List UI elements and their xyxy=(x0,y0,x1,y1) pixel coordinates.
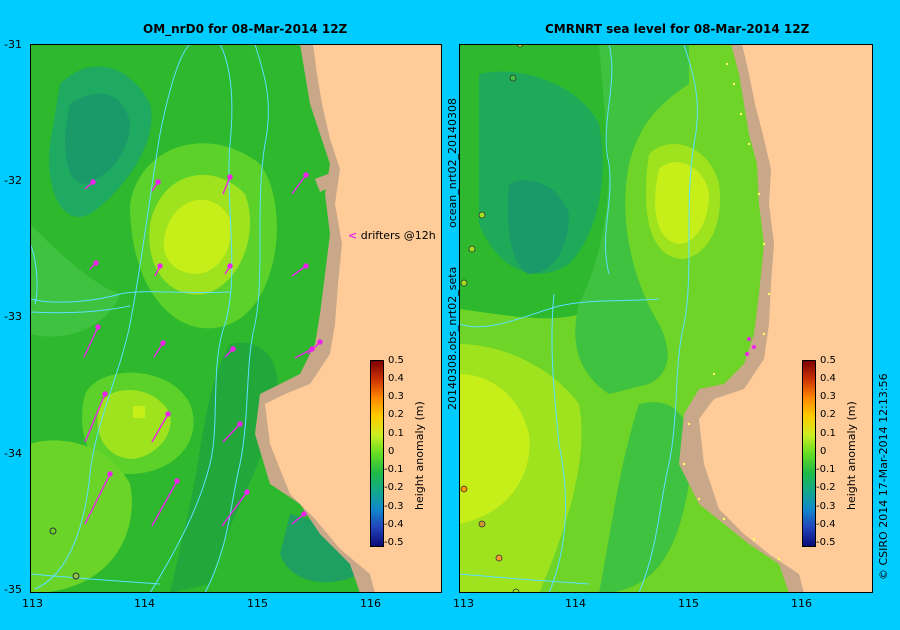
side-text-2: 20140308.obs_nrt02_seta xyxy=(446,266,459,410)
right-cb-tick: -0.3 xyxy=(816,501,836,512)
right-cb-tick: -0.2 xyxy=(816,482,836,493)
lat-tick-33: -33 xyxy=(4,310,22,323)
lat-tick-31: -31 xyxy=(4,38,22,51)
left-cb-tick: 0.5 xyxy=(388,355,404,366)
left-cb-tick: -0.2 xyxy=(384,482,404,493)
right-cb-tick: -0.4 xyxy=(816,519,836,530)
left-colorbar xyxy=(370,360,384,547)
right-colorbar xyxy=(802,360,816,547)
right-panel-title: CMRNRT sea level for 08-Mar-2014 12Z xyxy=(545,22,810,36)
right-lon-tick-113: 113 xyxy=(453,597,474,610)
right-lon-tick-115: 115 xyxy=(678,597,699,610)
credit-text: © CSIRO 2014 17-Mar-2014 12:13:56 xyxy=(877,373,890,580)
left-cb-tick: 0.4 xyxy=(388,373,404,384)
right-cb-tick: 0.1 xyxy=(820,428,836,439)
left-cb-tick: 0.3 xyxy=(388,391,404,402)
right-cb-tick: 0.4 xyxy=(820,373,836,384)
side-text-1: ocean_nrt02_20140308 xyxy=(446,97,459,228)
left-cb-tick: -0.1 xyxy=(384,464,404,475)
left-lon-tick-114: 114 xyxy=(134,597,155,610)
right-cb-tick: 0 xyxy=(820,446,827,457)
left-cb-tick: 0.2 xyxy=(388,409,404,420)
left-cb-tick: 0 xyxy=(388,446,395,457)
right-colorbar-label: height anomaly (m) xyxy=(845,401,858,510)
lat-tick-32: -32 xyxy=(4,174,22,187)
drifter-chevron-icon: < xyxy=(348,229,358,242)
left-cb-tick: -0.5 xyxy=(384,537,404,548)
left-colorbar-label: height anomaly (m) xyxy=(413,401,426,510)
lat-tick-34: -34 xyxy=(4,447,22,460)
drifters-label-text: drifters @12h xyxy=(360,229,436,242)
left-panel-title: OM_nrD0 for 08-Mar-2014 12Z xyxy=(143,22,348,36)
lat-tick-35: -35 xyxy=(4,583,22,596)
right-cb-tick: 0.3 xyxy=(820,391,836,402)
right-lon-tick-114: 114 xyxy=(565,597,586,610)
right-cb-tick: 0.2 xyxy=(820,409,836,420)
left-lon-tick-113: 113 xyxy=(22,597,43,610)
right-cb-tick: -0.1 xyxy=(816,464,836,475)
left-map xyxy=(30,44,442,593)
left-cb-tick: -0.3 xyxy=(384,501,404,512)
left-cb-tick: 0.1 xyxy=(388,428,404,439)
left-lon-tick-115: 115 xyxy=(247,597,268,610)
right-lon-tick-116: 116 xyxy=(791,597,812,610)
left-lon-tick-116: 116 xyxy=(360,597,381,610)
right-cb-tick: 0.5 xyxy=(820,355,836,366)
left-drifters-label: < drifters @12h xyxy=(348,229,436,242)
right-cb-tick: -0.5 xyxy=(816,537,836,548)
left-cb-tick: -0.4 xyxy=(384,519,404,530)
